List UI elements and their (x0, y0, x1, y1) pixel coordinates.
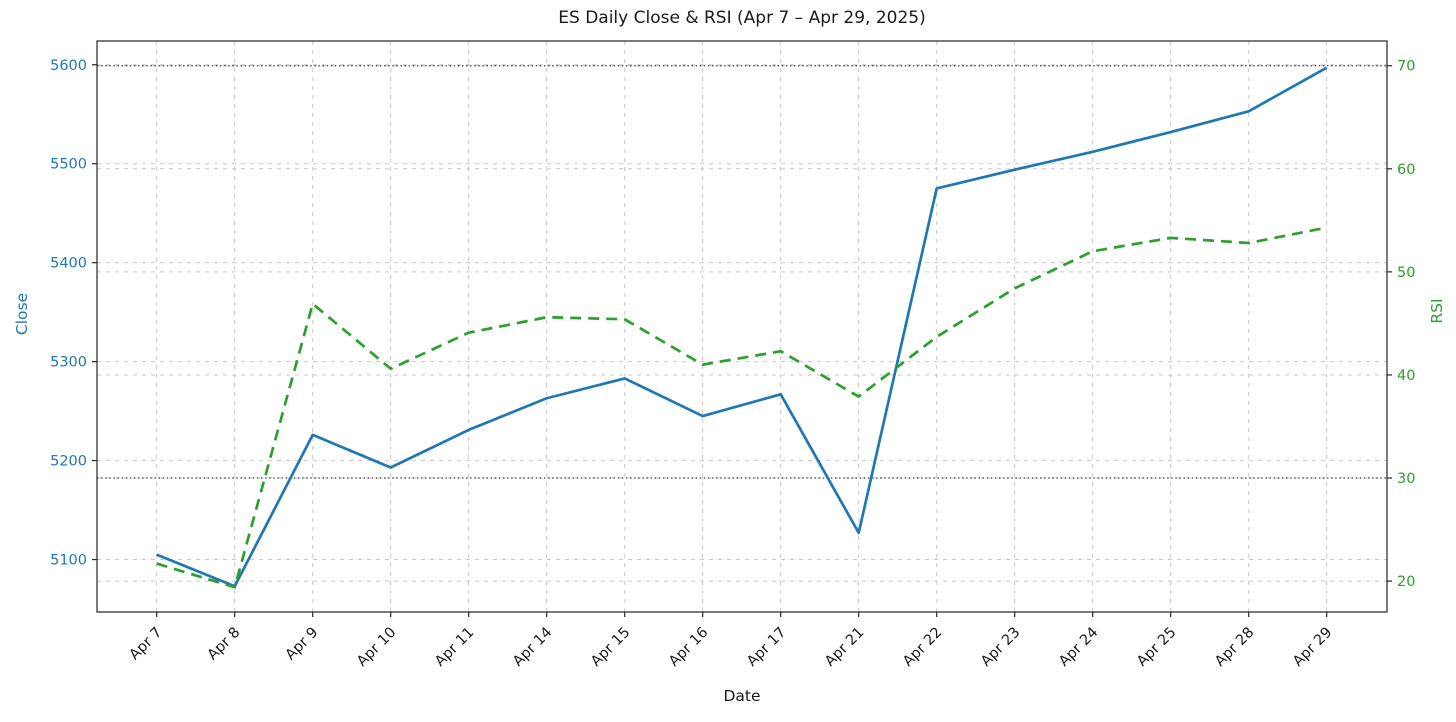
close-tick-label: 5300 (50, 355, 87, 371)
date-tick-label: Apr 23 (978, 625, 1023, 670)
close-axis-label: Close (13, 292, 31, 336)
date-tick-label: Apr 25 (1134, 625, 1179, 670)
date-tick-label: Apr 10 (354, 625, 399, 670)
close-series-line (156, 66, 1328, 588)
date-tick-label: Apr 28 (1212, 625, 1257, 670)
close-tick-label: 5200 (50, 454, 87, 470)
rsi-tick-label: 60 (1397, 162, 1415, 178)
close-tick-label: 5400 (50, 256, 87, 272)
rsi-tick-label: 70 (1397, 59, 1415, 75)
date-tick-label: Apr 22 (900, 625, 945, 670)
close-tick-label: 5600 (50, 58, 87, 74)
rsi-series-line (156, 226, 1327, 589)
date-tick-label: Apr 8 (205, 625, 244, 664)
rsi-tick-label: 30 (1397, 471, 1415, 487)
rsi-tick-label: 40 (1397, 368, 1415, 384)
date-tick-label: Apr 16 (666, 625, 711, 670)
rsi-tick-label: 50 (1397, 265, 1415, 281)
rsi-tick-label: 20 (1397, 574, 1415, 590)
plot-frame (96, 40, 1388, 613)
date-tick-label: Apr 11 (432, 625, 477, 670)
date-tick-label: Apr 24 (1056, 625, 1101, 670)
close-tick-label: 5100 (50, 553, 87, 569)
date-tick-label: Apr 15 (588, 625, 633, 670)
date-tick-label: Apr 21 (822, 625, 867, 670)
date-axis-label: Date (723, 687, 761, 705)
date-tick-label: Apr 9 (283, 625, 322, 664)
date-tick-label: Apr 29 (1290, 625, 1335, 670)
date-tick-label: Apr 7 (127, 625, 166, 664)
date-tick-label: Apr 17 (744, 625, 789, 670)
chart-title: ES Daily Close & RSI (Apr 7 – Apr 29, 20… (558, 8, 926, 28)
close-tick-label: 5500 (50, 157, 87, 173)
date-tick-label: Apr 14 (510, 625, 555, 670)
rsi-axis-label: RSI (1428, 298, 1446, 324)
